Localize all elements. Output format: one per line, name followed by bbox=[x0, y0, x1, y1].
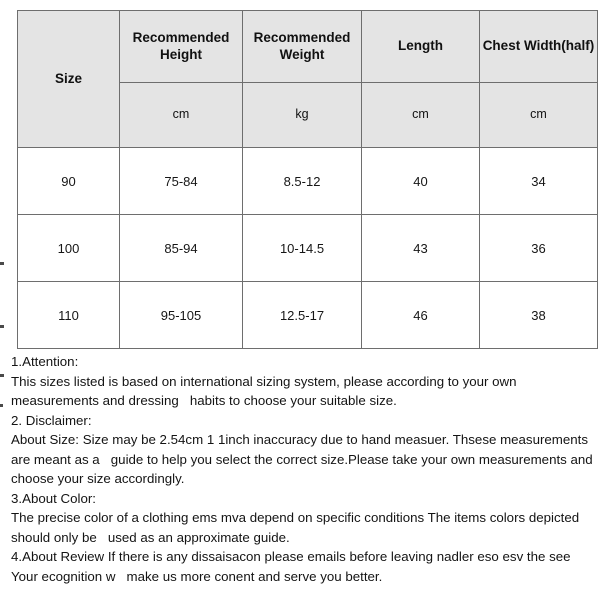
notes-section: 1.Attention: This sizes listed is based … bbox=[11, 352, 594, 586]
cell-chest: 34 bbox=[479, 147, 598, 215]
note-about-review-body: 4.About Review If there is any dissaisac… bbox=[11, 549, 574, 584]
table-row: 90 75-84 8.5-12 40 34 bbox=[17, 147, 598, 215]
cell-size: 110 bbox=[17, 281, 120, 349]
note-disclaimer-body: About Size: Size may be 2.54cm 1 1inch i… bbox=[11, 432, 597, 487]
size-chart-table: Size Recommended Height Recommended Weig… bbox=[17, 10, 598, 349]
cell-height: 75-84 bbox=[119, 147, 243, 215]
column-header-recommended-height: Recommended Height bbox=[119, 10, 243, 83]
cell-weight: 10-14.5 bbox=[242, 214, 362, 282]
cell-length: 46 bbox=[361, 281, 480, 349]
note-attention-title: 1.Attention: bbox=[11, 354, 79, 369]
scan-edge-artifact bbox=[0, 262, 4, 265]
column-header-chest-width: Chest Width(half) bbox=[479, 10, 598, 83]
cell-chest: 38 bbox=[479, 281, 598, 349]
cell-height: 95-105 bbox=[119, 281, 243, 349]
column-header-size: Size bbox=[17, 10, 120, 148]
note-about-review: 4.About Review If there is any dissaisac… bbox=[11, 547, 594, 586]
scan-edge-artifact bbox=[0, 374, 4, 377]
table-row: 100 85-94 10-14.5 43 36 bbox=[17, 214, 598, 282]
note-disclaimer-title: 2. Disclaimer: bbox=[11, 412, 92, 428]
column-unit-recommended-height: cm bbox=[119, 82, 243, 148]
cell-weight: 12.5-17 bbox=[242, 281, 362, 349]
cell-chest: 36 bbox=[479, 214, 598, 282]
cell-size: 100 bbox=[17, 214, 120, 282]
column-header-recommended-weight: Recommended Weight bbox=[242, 10, 362, 83]
note-about-color-title: 3.About Color: bbox=[11, 490, 97, 506]
note-about-color-body: The precise color of a clothing ems mva … bbox=[11, 510, 583, 545]
cell-weight: 8.5-12 bbox=[242, 147, 362, 215]
column-unit-length: cm bbox=[361, 82, 480, 148]
cell-size: 90 bbox=[17, 147, 120, 215]
scan-edge-artifact bbox=[0, 404, 3, 407]
table-header: Size Recommended Height Recommended Weig… bbox=[17, 10, 598, 148]
size-chart-table-container: Size Recommended Height Recommended Weig… bbox=[17, 10, 598, 349]
note-about-color: 3.About Color: The precise color of a cl… bbox=[11, 489, 594, 548]
note-attention: 1.Attention: This sizes listed is based … bbox=[11, 352, 594, 411]
column-unit-recommended-weight: kg bbox=[242, 82, 362, 148]
column-header-length: Length bbox=[361, 10, 480, 83]
scan-edge-artifact bbox=[0, 325, 4, 328]
column-unit-chest-width: cm bbox=[479, 82, 598, 148]
cell-height: 85-94 bbox=[119, 214, 243, 282]
table-header-row-titles: Size Recommended Height Recommended Weig… bbox=[17, 10, 598, 148]
cell-length: 43 bbox=[361, 214, 480, 282]
note-attention-body: This sizes listed is based on internatio… bbox=[11, 373, 521, 409]
table-header-row-units: cm kg cm cm bbox=[18, 82, 598, 148]
cell-length: 40 bbox=[361, 147, 480, 215]
table-row: 110 95-105 12.5-17 46 38 bbox=[17, 281, 598, 349]
table-body: 90 75-84 8.5-12 40 34 100 85-94 10-14.5 … bbox=[17, 147, 598, 349]
note-disclaimer: 2. Disclaimer: About Size: Size may be 2… bbox=[11, 411, 594, 489]
